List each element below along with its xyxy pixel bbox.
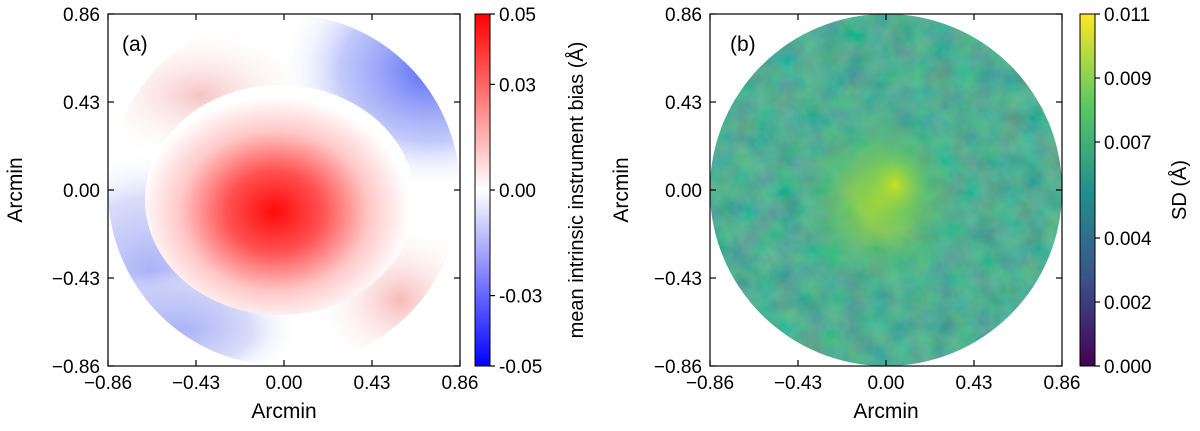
y-tick-label: 0.00 bbox=[63, 181, 100, 202]
x-tick-label: −0.43 bbox=[774, 373, 822, 394]
panel-a-y-ticks: 0.86 0.43 0.00 −0.43 −0.86 bbox=[52, 5, 460, 378]
panel-a-heatmap bbox=[108, 14, 460, 366]
panel-b-y-axis-label: Arcmin bbox=[610, 157, 633, 222]
y-tick-label: 0.86 bbox=[63, 5, 100, 26]
colorbar-tick-label: 0.004 bbox=[1104, 229, 1152, 250]
panel-b-x-axis-label: Arcmin bbox=[853, 400, 918, 423]
y-tick-label: 0.43 bbox=[665, 93, 702, 114]
colorbar-tick-label: 0.00 bbox=[499, 181, 536, 202]
colorbar-tick-label: 0.000 bbox=[1104, 357, 1152, 378]
colorbar-tick-label: 0.05 bbox=[499, 5, 536, 26]
panel-b-label: (b) bbox=[730, 33, 756, 56]
x-tick-label: −0.86 bbox=[686, 373, 734, 394]
panel-a-colorbar bbox=[474, 13, 491, 367]
panel-b-y-ticks: 0.86 0.43 0.00 −0.43 −0.86 bbox=[654, 5, 1062, 378]
panel-b-colorbar-label: SD (Å) bbox=[1168, 160, 1191, 220]
x-tick-label: 0.43 bbox=[956, 373, 993, 394]
panel-a: (a) 0.86 0.43 0.00 −0.43 −0.86 −0.86 −0.43 0.0… bbox=[4, 5, 588, 423]
panel-a-colorbar-ticks: 0.05 0.03 0.00 -0.03 -0.05 bbox=[490, 5, 542, 378]
panel-a-x-ticks: −0.86 −0.43 0.00 0.43 0.86 bbox=[84, 14, 479, 394]
panel-a-y-axis-label: Arcmin bbox=[4, 157, 27, 222]
y-tick-label: −0.43 bbox=[52, 269, 100, 290]
colorbar-tick-label: 0.007 bbox=[1104, 133, 1152, 154]
panel-b-heatmap bbox=[710, 14, 1062, 366]
panel-b-colorbar-ticks: 0.011 0.009 0.007 0.004 0.002 0.000 bbox=[1095, 5, 1152, 378]
y-tick-label: −0.86 bbox=[654, 357, 702, 378]
colorbar-tick-label: 0.011 bbox=[1104, 5, 1150, 26]
x-tick-label: 0.86 bbox=[1044, 373, 1081, 394]
x-tick-label: 0.43 bbox=[354, 373, 391, 394]
panel-b-x-ticks: −0.86 −0.43 0.00 0.43 0.86 bbox=[686, 14, 1081, 394]
y-tick-label: −0.43 bbox=[654, 269, 702, 290]
y-tick-label: 0.43 bbox=[63, 93, 100, 114]
colorbar-tick-label: -0.03 bbox=[499, 287, 542, 308]
colorbar-tick-label: 0.009 bbox=[1104, 69, 1152, 90]
x-tick-label: −0.86 bbox=[84, 373, 132, 394]
y-tick-label: 0.86 bbox=[665, 5, 702, 26]
panel-a-colorbar-label: mean intrinsic instrument bias (Å) bbox=[565, 42, 588, 339]
panel-a-x-axis-label: Arcmin bbox=[251, 400, 316, 423]
y-tick-label: −0.86 bbox=[52, 357, 100, 378]
colorbar-tick-label: 0.03 bbox=[499, 75, 536, 96]
x-tick-label: 0.86 bbox=[442, 373, 479, 394]
x-tick-label: 0.00 bbox=[868, 373, 905, 394]
y-tick-label: 0.00 bbox=[665, 181, 702, 202]
panel-b: (b) 0.86 0.43 0.00 −0.43 −0.86 −0.86 −0.43 0.0… bbox=[610, 5, 1191, 423]
panel-b-colorbar bbox=[1079, 13, 1096, 367]
x-tick-label: 0.00 bbox=[266, 373, 303, 394]
colorbar-tick-label: 0.002 bbox=[1104, 293, 1152, 314]
panel-a-label: (a) bbox=[122, 33, 148, 56]
x-tick-label: −0.43 bbox=[172, 373, 220, 394]
colorbar-tick-label: -0.05 bbox=[499, 357, 542, 378]
